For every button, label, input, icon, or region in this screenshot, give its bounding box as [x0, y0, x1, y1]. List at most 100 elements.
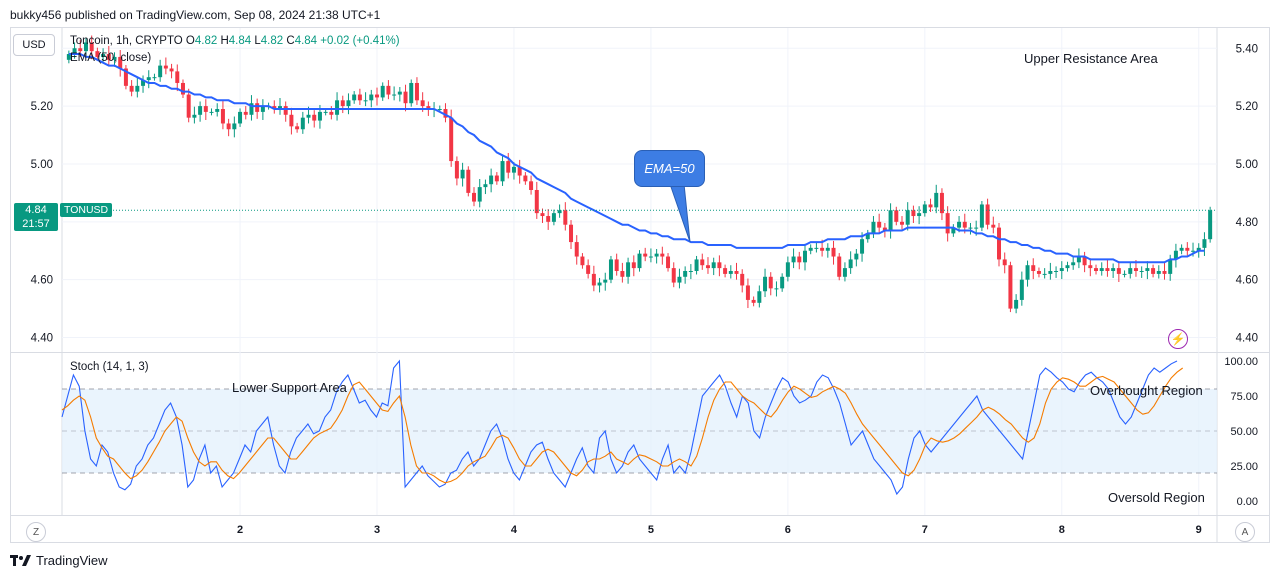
candle-body [472, 192, 477, 202]
high-value: 4.84 [228, 35, 252, 47]
candle-body [740, 273, 745, 286]
candle-body [791, 256, 796, 263]
candle-body [574, 242, 579, 257]
publish-info: bukky456 published on TradingView.com, S… [10, 8, 381, 22]
chart-frame [10, 27, 1270, 543]
candle-body [723, 268, 728, 274]
candle-body [700, 259, 705, 266]
candle-body [785, 262, 790, 277]
candle-body [169, 68, 174, 72]
candle-body [1156, 271, 1161, 274]
candle-body [540, 213, 545, 217]
open-label: O [185, 35, 195, 47]
candle-body [1173, 250, 1178, 260]
candle-body [346, 100, 351, 107]
candle-body [854, 253, 859, 260]
time-tick-label: 6 [785, 524, 791, 536]
tradingview-logo-icon [10, 554, 31, 566]
candle-body [631, 262, 636, 269]
low-value: 4.82 [260, 35, 284, 47]
candle-body [757, 291, 762, 303]
candle-body [728, 271, 733, 274]
candle-body [249, 103, 254, 115]
candle-body [238, 111, 243, 124]
candle-body [1168, 259, 1173, 274]
candle-body [620, 271, 625, 277]
candle-body [968, 227, 973, 229]
candle-body [101, 54, 106, 57]
candle-body [1151, 268, 1156, 274]
candle-body [118, 56, 123, 69]
price-tick-label: 5.40 [1236, 43, 1258, 55]
callout-pointer [669, 183, 691, 243]
candle-body [477, 187, 482, 202]
candle-body [283, 106, 288, 115]
candle-body [962, 221, 967, 228]
symbol-name: Toncoin, 1h, CRYPTO [70, 35, 183, 47]
time-tick-label: 3 [374, 524, 380, 536]
candle-body [917, 213, 922, 217]
candle-body [352, 94, 357, 101]
candle-body [123, 68, 128, 86]
stoch-tick-label: 75.00 [1230, 391, 1258, 403]
candle-body [306, 114, 311, 118]
candle-body [997, 227, 1002, 260]
candle-body [974, 227, 979, 229]
axis-auto-button[interactable]: A [1235, 522, 1255, 542]
stoch-tick-label: 0.00 [1237, 496, 1258, 508]
stoch-band [62, 388, 1217, 474]
candle-body [426, 106, 431, 109]
candle-body [591, 273, 596, 286]
currency-badge[interactable]: USD [13, 34, 55, 56]
candle-body [158, 65, 163, 78]
change-value: +0.02 (+0.41%) [320, 35, 400, 47]
candle-body [551, 213, 556, 222]
open-value: 4.82 [194, 35, 218, 47]
candle-body [1094, 268, 1099, 271]
candle-body [146, 77, 151, 81]
lightning-icon[interactable]: ⚡ [1168, 329, 1188, 349]
candle-body [523, 175, 528, 182]
stoch-tick-label: 25.00 [1230, 461, 1258, 473]
candle-body [557, 210, 562, 214]
candle-body [603, 279, 608, 283]
candle-body [135, 85, 140, 92]
candle-body [751, 299, 756, 303]
candle-body [780, 276, 785, 289]
candle-body [979, 204, 984, 228]
candle-body [529, 181, 534, 190]
left-price-tick-label: 4.60 [31, 275, 53, 287]
candle-body [563, 210, 568, 225]
candle-body [637, 253, 642, 269]
stoch-k-line [61, 359, 1178, 496]
candle-body [1128, 268, 1133, 274]
candle-body [865, 233, 870, 240]
candle-body [277, 106, 282, 109]
time-tick-label: 2 [237, 524, 243, 536]
stoch-legend: Stoch (14, 1, 3) [70, 361, 149, 373]
candle-body [380, 85, 385, 98]
candle-body [112, 56, 117, 60]
candle-body [991, 224, 996, 228]
candle-body [1179, 247, 1184, 251]
candle-body [546, 216, 551, 222]
axis-z-button[interactable]: Z [26, 522, 46, 542]
candle-body [871, 221, 876, 234]
price-tick-label: 4.40 [1236, 333, 1258, 345]
candle-body [215, 109, 220, 112]
candle-body [1191, 250, 1196, 252]
candle-body [220, 109, 225, 124]
candle-body [1133, 268, 1138, 271]
candle-body [392, 94, 397, 96]
candle-body [500, 161, 505, 182]
stoch-axis: 100.00 75.00 50.00 25.00 0.00 [1224, 356, 1258, 508]
ema-callout: EMA=50 [634, 150, 705, 187]
candle-body [180, 82, 185, 95]
ema-legend: EMA (50, close) [70, 52, 152, 64]
price-tick-label: 5.00 [1236, 159, 1258, 171]
candle-body [1162, 271, 1167, 274]
candle-body [329, 111, 334, 115]
candle-body [1202, 239, 1207, 248]
candle-body [243, 111, 248, 115]
